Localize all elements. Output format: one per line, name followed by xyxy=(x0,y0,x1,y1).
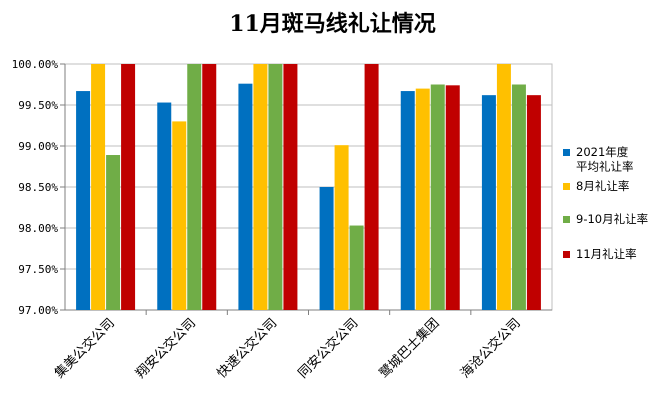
bar xyxy=(253,64,268,310)
bar xyxy=(268,64,283,310)
category-label: 快速公交公司 xyxy=(214,315,280,381)
bar xyxy=(334,145,349,310)
bar xyxy=(445,85,460,310)
bar xyxy=(415,88,430,310)
legend-swatch xyxy=(563,216,570,223)
y-tick-label: 99.00% xyxy=(18,140,58,153)
bar xyxy=(400,91,415,310)
legend-swatch xyxy=(563,183,570,190)
bar xyxy=(121,64,136,310)
legend-swatch xyxy=(563,149,570,156)
category-label: 集美公交公司 xyxy=(51,315,117,381)
bar xyxy=(187,64,202,310)
bar xyxy=(157,102,172,310)
category-label: 海沧公交公司 xyxy=(457,315,523,381)
bar xyxy=(481,95,496,310)
legend-entry: 2021年度平均礼让率 xyxy=(576,145,634,173)
bar xyxy=(76,91,91,310)
y-tick-label: 97.50% xyxy=(18,263,58,276)
bar xyxy=(172,121,187,311)
bar xyxy=(283,64,298,310)
bar xyxy=(91,64,106,310)
bar xyxy=(106,155,121,310)
y-tick-label: 100.00% xyxy=(12,58,59,71)
bar xyxy=(349,225,364,310)
y-tick-label: 97.00% xyxy=(18,304,58,317)
bar xyxy=(319,187,334,310)
y-tick-label: 98.00% xyxy=(18,222,58,235)
chart-title: 11月斑马线礼让情况 xyxy=(229,11,436,37)
category-label: 鹭城巴士集团 xyxy=(376,315,442,381)
category-label: 翔安公交公司 xyxy=(133,315,199,381)
bar xyxy=(430,84,445,310)
bar xyxy=(526,95,541,310)
bar xyxy=(496,64,511,310)
bar xyxy=(238,83,253,311)
y-tick-label: 99.50% xyxy=(18,99,58,112)
y-tick-label: 98.50% xyxy=(18,181,58,194)
legend-entry: 9-10月礼让率 xyxy=(576,212,648,226)
bar xyxy=(364,64,379,310)
category-label: 同安公交公司 xyxy=(295,315,361,381)
legend-entry: 8月礼让率 xyxy=(576,179,629,193)
legend-swatch xyxy=(563,251,570,258)
legend-entry: 11月礼让率 xyxy=(576,247,637,261)
bar xyxy=(511,84,526,310)
bar xyxy=(202,64,217,310)
